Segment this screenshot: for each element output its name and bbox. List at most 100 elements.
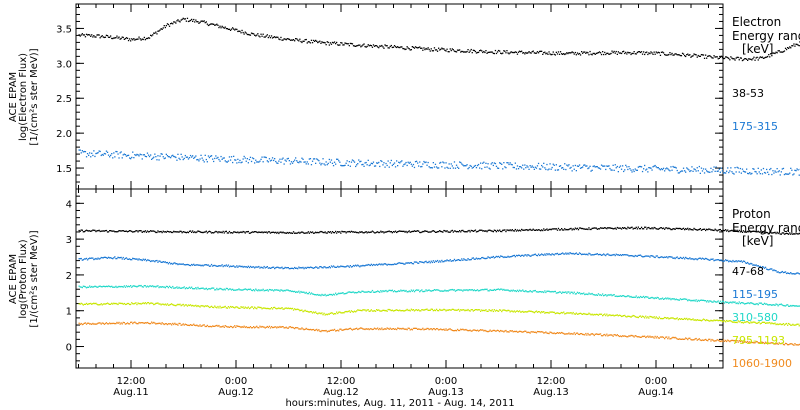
data-point	[270, 159, 273, 161]
data-point	[595, 227, 597, 229]
data-point	[573, 228, 575, 231]
data-point	[183, 231, 185, 233]
data-point	[422, 49, 424, 51]
data-point	[584, 164, 586, 166]
data-point	[607, 227, 609, 229]
data-point	[438, 230, 440, 233]
data-point	[730, 167, 732, 169]
data-point	[530, 229, 532, 231]
data-point	[441, 231, 443, 233]
data-point	[89, 303, 91, 305]
data-point	[396, 263, 398, 265]
data-point	[154, 230, 156, 233]
data-point	[357, 44, 359, 47]
data-point	[137, 38, 139, 40]
data-point	[286, 289, 288, 291]
data-point	[538, 254, 541, 257]
data-point	[755, 57, 757, 59]
data-point	[665, 227, 667, 229]
data-point	[782, 232, 785, 234]
data-point	[135, 258, 137, 260]
data-point	[266, 160, 268, 162]
data-point	[244, 288, 246, 290]
data-point	[162, 286, 164, 288]
data-point	[175, 287, 177, 289]
data-point	[100, 303, 102, 305]
data-point	[691, 166, 693, 168]
data-point	[610, 254, 612, 257]
data-point	[648, 226, 650, 229]
data-point	[168, 304, 171, 306]
data-point	[199, 158, 201, 160]
data-point	[345, 292, 347, 295]
data-point	[469, 50, 471, 52]
data-point	[265, 266, 267, 268]
data-point	[695, 170, 697, 172]
data-point	[407, 231, 409, 233]
data-point	[374, 232, 377, 234]
data-point	[285, 160, 287, 162]
data-point	[294, 308, 296, 310]
data-point	[675, 256, 677, 259]
data-point	[672, 54, 674, 56]
data-point	[83, 303, 86, 305]
data-point	[400, 230, 402, 232]
data-point	[119, 302, 121, 304]
data-point	[324, 293, 326, 296]
data-point	[742, 170, 745, 172]
data-point	[739, 57, 741, 59]
data-point	[86, 286, 89, 288]
data-point	[644, 226, 646, 228]
data-point	[614, 227, 616, 229]
data-point	[305, 232, 307, 234]
data-point	[138, 258, 140, 260]
y-tick-label: 0	[66, 343, 72, 354]
data-point	[315, 294, 317, 296]
data-point	[682, 227, 685, 229]
data-point	[327, 267, 329, 269]
data-point	[163, 231, 165, 233]
data-point	[94, 285, 96, 287]
data-point	[123, 153, 125, 155]
data-point	[679, 256, 682, 259]
data-point	[433, 289, 436, 291]
data-point	[657, 167, 659, 169]
data-point	[796, 168, 798, 170]
data-point	[122, 286, 124, 288]
data-point	[219, 231, 221, 234]
data-point	[540, 50, 542, 52]
data-point	[244, 306, 246, 308]
data-point	[633, 51, 635, 53]
data-point	[124, 257, 127, 260]
data-point	[547, 290, 549, 292]
data-point	[92, 154, 94, 157]
data-point	[257, 161, 259, 163]
data-point	[694, 258, 696, 260]
data-point	[268, 267, 271, 269]
data-point	[763, 231, 766, 233]
data-point	[270, 307, 273, 309]
data-point	[111, 285, 113, 287]
data-point	[234, 231, 236, 233]
data-point	[466, 259, 468, 261]
data-point	[242, 230, 244, 233]
data-point	[82, 34, 84, 36]
data-point	[283, 267, 285, 269]
data-point	[325, 232, 327, 234]
data-point	[438, 167, 440, 169]
data-point	[361, 290, 363, 292]
data-point	[731, 229, 733, 231]
data-point	[652, 228, 654, 230]
data-point	[620, 52, 623, 55]
data-point	[659, 54, 662, 56]
data-point	[527, 166, 529, 168]
data-point	[309, 158, 312, 160]
data-point	[611, 295, 613, 297]
data-point	[310, 39, 313, 41]
data-point	[628, 295, 630, 297]
data-point	[710, 258, 712, 260]
data-point	[368, 164, 370, 167]
data-point	[93, 150, 95, 152]
y-tick-label: 1	[66, 307, 72, 318]
data-point	[301, 291, 303, 293]
